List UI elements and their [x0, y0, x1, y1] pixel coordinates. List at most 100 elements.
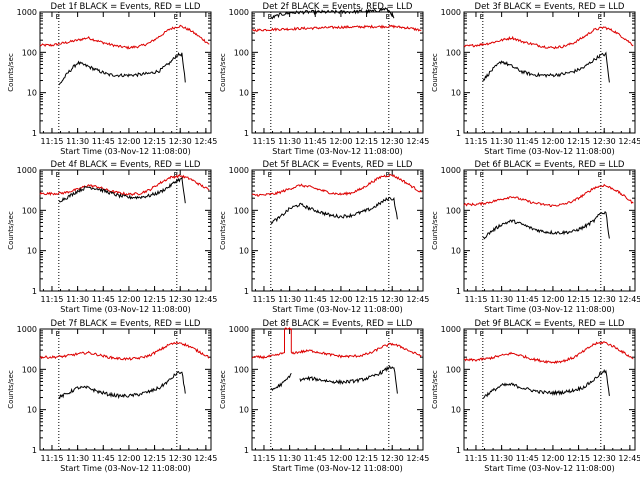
x-tick-label: 12:30 [593, 454, 616, 463]
x-tick-label: 11:15 [464, 137, 487, 146]
x-tick-label: 12:45 [618, 454, 640, 463]
x-tick-label: 12:15 [355, 137, 378, 146]
x-tick-label: 12:30 [381, 295, 404, 304]
series-lld-line [39, 173, 210, 197]
y-axis-label: Counts/sec [431, 53, 439, 92]
x-tick-label: 11:45 [516, 137, 539, 146]
x-tick-label: 12:15 [143, 137, 166, 146]
series-lld-line [251, 173, 422, 197]
series-lld-line [251, 327, 422, 360]
marker-letter: E [386, 171, 390, 179]
x-tick-label: 12:00 [117, 137, 140, 146]
x-tick-label: 12:30 [169, 454, 192, 463]
y-axis-label: Counts/sec [431, 370, 439, 409]
y-axis-label: Counts/sec [7, 370, 15, 409]
y-tick-label: 100 [22, 48, 37, 57]
y-tick-label: 1 [244, 446, 249, 455]
x-tick-label: 11:45 [92, 295, 115, 304]
marker-letter: E [56, 171, 60, 179]
x-tick-label: 11:15 [252, 137, 275, 146]
y-tick-label: 1 [456, 446, 461, 455]
x-tick-label: 11:15 [40, 454, 63, 463]
series-lld-line [39, 24, 210, 50]
series-events-line [270, 196, 398, 225]
y-tick-label: 1 [32, 287, 37, 296]
plot-frame [463, 328, 636, 451]
x-tick-label: 12:00 [541, 295, 564, 304]
y-tick-label: 1000 [229, 8, 249, 17]
x-tick-label: 12:45 [194, 295, 217, 304]
y-tick-label: 100 [234, 365, 249, 374]
x-tick-label: 11:15 [464, 295, 487, 304]
panel-title: Det 2f BLACK = Events, RED = LLD [263, 2, 413, 12]
series-lld-line [463, 341, 634, 364]
y-tick-label: 10 [239, 89, 249, 98]
y-tick-label: 10 [27, 247, 37, 256]
x-tick-label: 12:30 [593, 295, 616, 304]
x-tick-label: 11:45 [92, 137, 115, 146]
x-tick-label: 12:00 [329, 137, 352, 146]
y-tick-label: 1 [456, 287, 461, 296]
x-axis-label: Start Time (03-Nov-12 11:08:00) [60, 305, 190, 314]
y-axis-label: Counts/sec [431, 211, 439, 250]
x-axis-label: Start Time (03-Nov-12 11:08:00) [60, 147, 190, 156]
y-tick-label: 100 [22, 206, 37, 215]
x-tick-label: 11:30 [66, 295, 89, 304]
y-tick-label: 100 [446, 206, 461, 215]
series-events-line [58, 176, 186, 204]
x-axis-label: Start Time (03-Nov-12 11:08:00) [484, 464, 614, 473]
y-axis-label: Counts/sec [219, 211, 227, 250]
y-tick-label: 10 [451, 247, 461, 256]
plot-frame [463, 11, 636, 134]
y-tick-label: 1000 [229, 325, 249, 334]
y-tick-label: 1000 [441, 325, 461, 334]
y-axis-label: Counts/sec [7, 211, 15, 250]
y-tick-label: 10 [239, 406, 249, 415]
marker-letter: E [268, 171, 272, 179]
x-tick-label: 12:45 [194, 454, 217, 463]
marker-letter: E [598, 330, 602, 338]
x-tick-label: 12:30 [169, 137, 192, 146]
series-events-line [58, 51, 186, 86]
marker-letter: E [480, 171, 484, 179]
x-tick-label: 12:15 [355, 295, 378, 304]
marker-letter: E [56, 330, 60, 338]
x-tick-label: 11:45 [516, 454, 539, 463]
marker-letter: E [386, 330, 390, 338]
series-lld-line [252, 24, 422, 32]
y-axis-label: Counts/sec [219, 53, 227, 92]
x-axis-label: Start Time (03-Nov-12 11:08:00) [60, 464, 190, 473]
y-tick-label: 10 [27, 89, 37, 98]
plot-frame [251, 328, 424, 451]
x-tick-label: 11:30 [66, 137, 89, 146]
panel-title: Det 7f BLACK = Events, RED = LLD [51, 319, 201, 329]
x-tick-label: 12:30 [381, 454, 404, 463]
series-lld-line [463, 26, 634, 50]
series-events-line [270, 365, 398, 394]
marker-letter: E [56, 13, 60, 21]
y-tick-label: 1000 [441, 8, 461, 17]
plot-frame [39, 328, 212, 451]
series-events-line [482, 369, 610, 399]
x-axis-label: Start Time (03-Nov-12 11:08:00) [484, 305, 614, 314]
x-tick-label: 11:15 [40, 137, 63, 146]
x-tick-label: 12:45 [406, 137, 429, 146]
y-tick-label: 100 [234, 48, 249, 57]
y-tick-label: 10 [451, 406, 461, 415]
x-tick-label: 11:30 [278, 454, 301, 463]
marker-letter: E [174, 330, 178, 338]
panel-title: Det 3f BLACK = Events, RED = LLD [475, 2, 625, 12]
y-tick-label: 10 [451, 89, 461, 98]
x-tick-label: 12:45 [406, 454, 429, 463]
x-tick-label: 11:30 [490, 454, 513, 463]
panel-title: Det 9f BLACK = Events, RED = LLD [475, 319, 625, 329]
x-tick-label: 11:15 [252, 295, 275, 304]
y-tick-label: 1000 [229, 166, 249, 175]
x-tick-label: 11:15 [464, 454, 487, 463]
panel-title: Det 4f BLACK = Events, RED = LLD [51, 160, 201, 170]
